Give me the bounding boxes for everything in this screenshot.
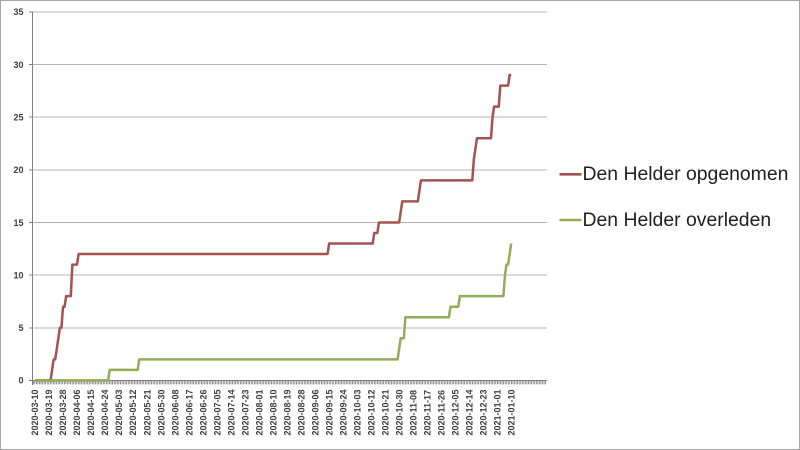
svg-text:2020-05-21: 2020-05-21 xyxy=(142,389,152,435)
svg-text:2020-03-19: 2020-03-19 xyxy=(44,389,54,435)
svg-text:2020-03-10: 2020-03-10 xyxy=(30,389,40,435)
svg-text:5: 5 xyxy=(18,323,23,333)
svg-text:2020-07-23: 2020-07-23 xyxy=(240,389,250,435)
svg-text:35: 35 xyxy=(13,7,23,17)
svg-text:2020-12-14: 2020-12-14 xyxy=(464,389,474,435)
svg-text:2020-04-15: 2020-04-15 xyxy=(86,389,96,435)
svg-text:2020-11-17: 2020-11-17 xyxy=(422,390,432,436)
svg-text:2020-09-15: 2020-09-15 xyxy=(324,389,334,435)
svg-text:2020-10-03: 2020-10-03 xyxy=(352,389,362,435)
svg-text:2020-06-17: 2020-06-17 xyxy=(184,389,194,435)
svg-text:2020-10-30: 2020-10-30 xyxy=(394,389,404,435)
svg-text:2020-05-03: 2020-05-03 xyxy=(114,389,124,435)
svg-text:10: 10 xyxy=(13,270,23,280)
svg-text:2020-08-28: 2020-08-28 xyxy=(296,389,306,435)
svg-text:2020-08-01: 2020-08-01 xyxy=(254,389,264,435)
svg-text:30: 30 xyxy=(13,60,23,70)
svg-text:2020-04-24: 2020-04-24 xyxy=(100,389,110,435)
svg-text:2020-10-21: 2020-10-21 xyxy=(380,389,390,435)
svg-text:0: 0 xyxy=(18,376,23,386)
svg-text:2020-11-26: 2020-11-26 xyxy=(436,390,446,436)
svg-text:2020-06-08: 2020-06-08 xyxy=(170,389,180,435)
svg-text:2020-08-10: 2020-08-10 xyxy=(268,389,278,435)
svg-text:2020-10-12: 2020-10-12 xyxy=(366,389,376,435)
svg-text:2020-04-06: 2020-04-06 xyxy=(72,389,82,435)
svg-text:2020-08-19: 2020-08-19 xyxy=(282,389,292,435)
svg-text:2020-12-05: 2020-12-05 xyxy=(450,389,460,435)
svg-text:2020-03-28: 2020-03-28 xyxy=(58,389,68,435)
svg-text:Den Helder opgenomen: Den Helder opgenomen xyxy=(583,163,789,185)
svg-text:2021-01-10: 2021-01-10 xyxy=(506,389,516,435)
svg-text:2020-05-30: 2020-05-30 xyxy=(156,389,166,435)
svg-text:2020-12-23: 2020-12-23 xyxy=(478,389,488,435)
svg-text:25: 25 xyxy=(13,112,23,122)
svg-text:2020-09-06: 2020-09-06 xyxy=(310,389,320,435)
svg-text:2020-07-05: 2020-07-05 xyxy=(212,389,222,435)
svg-text:Den Helder overleden: Den Helder overleden xyxy=(583,209,772,231)
svg-text:2021-01-01: 2021-01-01 xyxy=(492,389,502,435)
svg-text:2020-06-26: 2020-06-26 xyxy=(198,389,208,435)
svg-text:15: 15 xyxy=(13,218,23,228)
svg-text:2020-07-14: 2020-07-14 xyxy=(226,389,236,435)
svg-text:2020-11-08: 2020-11-08 xyxy=(408,390,418,436)
svg-text:2020-05-12: 2020-05-12 xyxy=(128,389,138,435)
svg-text:20: 20 xyxy=(13,165,23,175)
svg-text:2020-09-24: 2020-09-24 xyxy=(338,389,348,435)
